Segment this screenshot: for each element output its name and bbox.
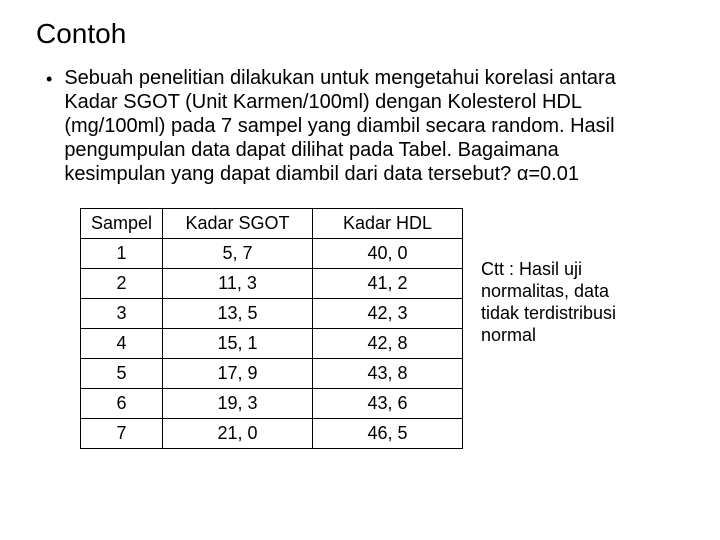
cell-sgot: 11, 3 <box>163 269 313 299</box>
table-row: 4 15, 1 42, 8 <box>81 329 463 359</box>
cell-sampel: 1 <box>81 239 163 269</box>
table-row: 1 5, 7 40, 0 <box>81 239 463 269</box>
data-table: Sampel Kadar SGOT Kadar HDL 1 5, 7 40, 0… <box>80 208 463 449</box>
content-lower: Sampel Kadar SGOT Kadar HDL 1 5, 7 40, 0… <box>36 208 684 449</box>
cell-sampel: 5 <box>81 359 163 389</box>
cell-hdl: 43, 8 <box>313 359 463 389</box>
table-row: 5 17, 9 43, 8 <box>81 359 463 389</box>
table-header-row: Sampel Kadar SGOT Kadar HDL <box>81 209 463 239</box>
cell-sampel: 2 <box>81 269 163 299</box>
cell-sampel: 4 <box>81 329 163 359</box>
cell-hdl: 46, 5 <box>313 419 463 449</box>
col-header-sgot: Kadar SGOT <box>163 209 313 239</box>
table-row: 6 19, 3 43, 6 <box>81 389 463 419</box>
table-row: 3 13, 5 42, 3 <box>81 299 463 329</box>
cell-sampel: 3 <box>81 299 163 329</box>
table-row: 2 11, 3 41, 2 <box>81 269 463 299</box>
cell-sgot: 5, 7 <box>163 239 313 269</box>
side-note: Ctt : Hasil uji normalitas, data tidak t… <box>481 258 631 346</box>
table-row: 7 21, 0 46, 5 <box>81 419 463 449</box>
cell-sampel: 6 <box>81 389 163 419</box>
cell-sgot: 13, 5 <box>163 299 313 329</box>
cell-sgot: 19, 3 <box>163 389 313 419</box>
col-header-hdl: Kadar HDL <box>313 209 463 239</box>
cell-hdl: 42, 8 <box>313 329 463 359</box>
col-header-sampel: Sampel <box>81 209 163 239</box>
cell-sgot: 15, 1 <box>163 329 313 359</box>
cell-sampel: 7 <box>81 419 163 449</box>
bullet-paragraph: • Sebuah penelitian dilakukan untuk meng… <box>36 66 684 186</box>
cell-sgot: 17, 9 <box>163 359 313 389</box>
bullet-icon: • <box>46 67 52 91</box>
page-title: Contoh <box>36 18 684 50</box>
cell-sgot: 21, 0 <box>163 419 313 449</box>
cell-hdl: 42, 3 <box>313 299 463 329</box>
cell-hdl: 41, 2 <box>313 269 463 299</box>
cell-hdl: 40, 0 <box>313 239 463 269</box>
paragraph-text: Sebuah penelitian dilakukan untuk menget… <box>64 66 624 186</box>
cell-hdl: 43, 6 <box>313 389 463 419</box>
